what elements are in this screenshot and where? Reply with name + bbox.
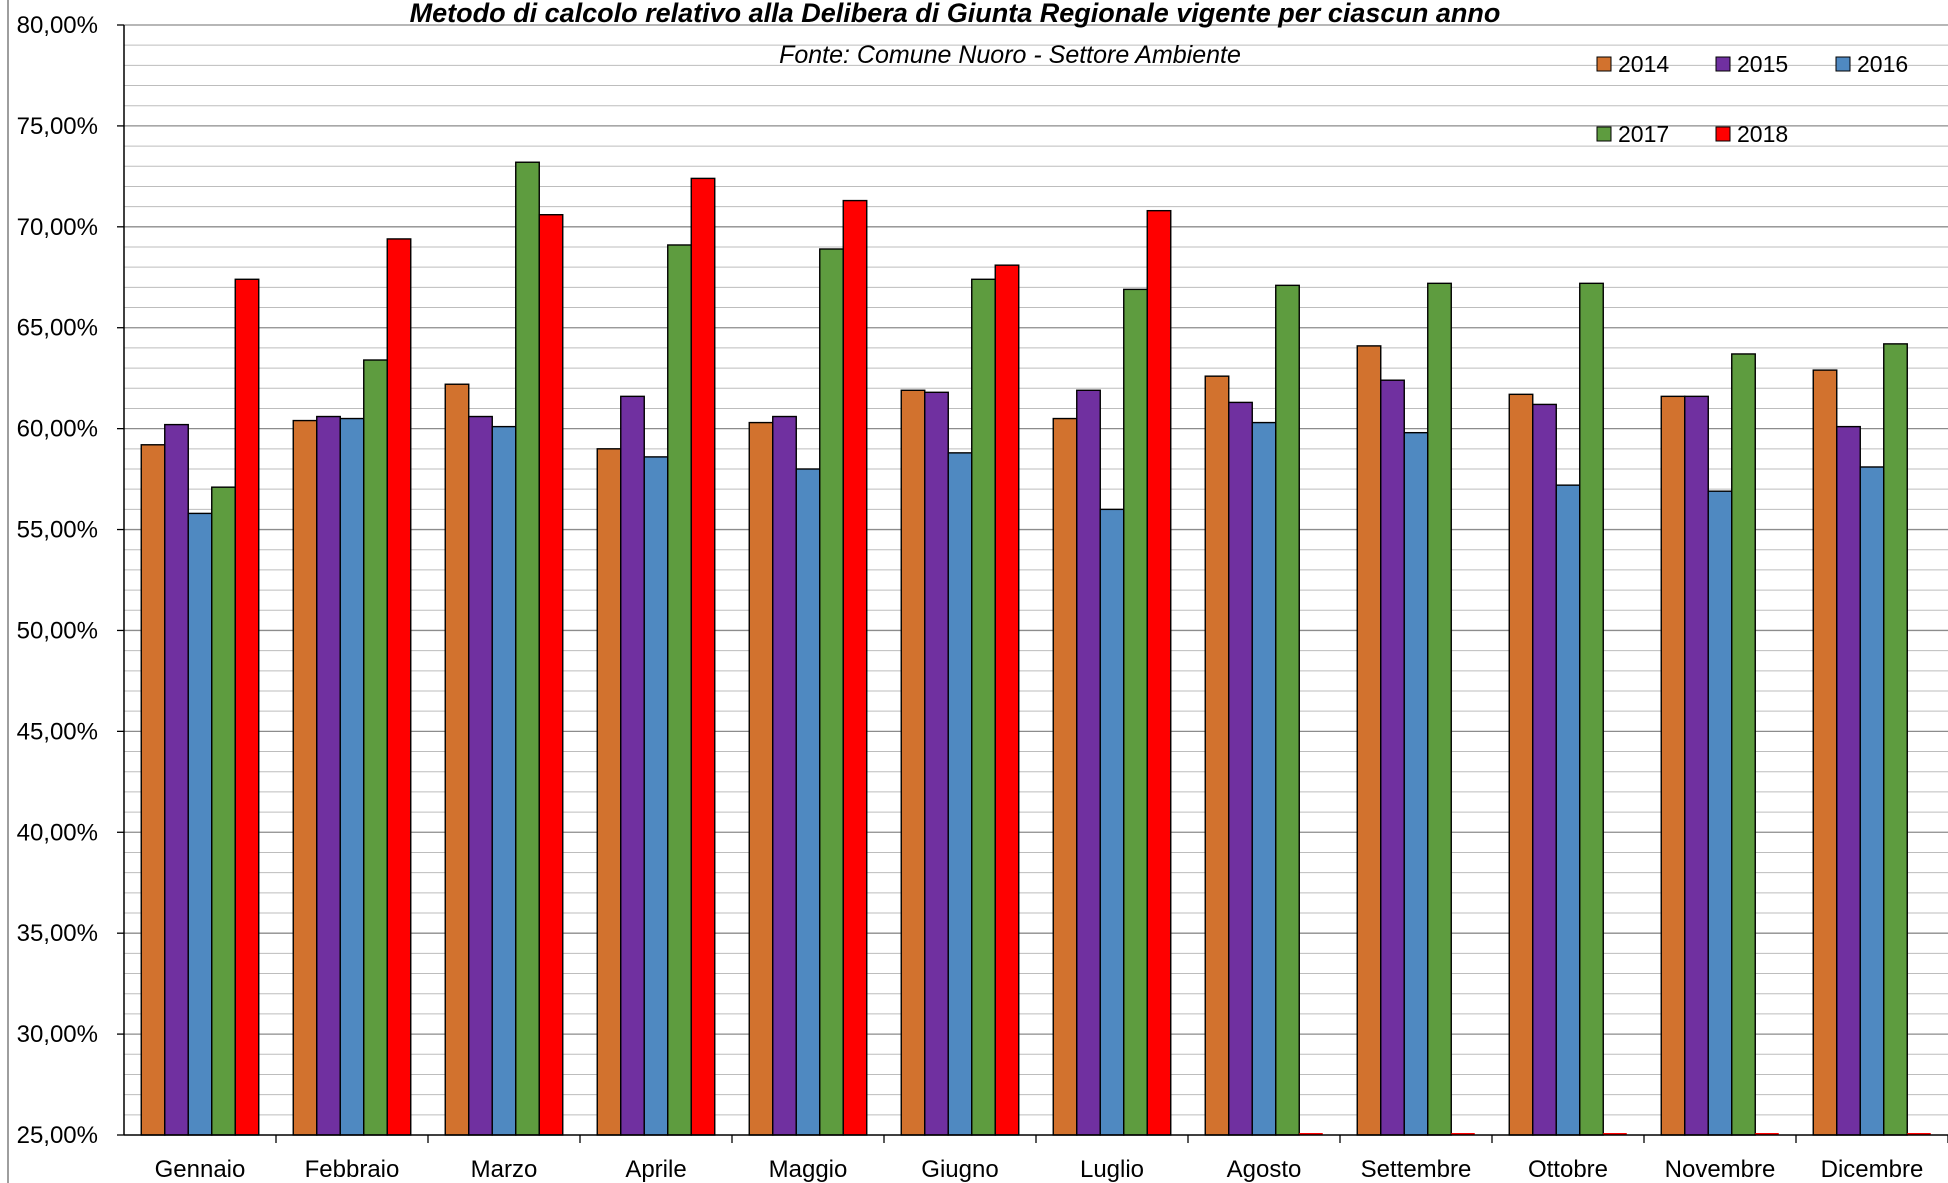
- bar-2015-settembre: [1380, 379, 1405, 1136]
- x-tick-label: Marzo: [471, 1156, 538, 1183]
- legend-label-2018: 2018: [1737, 121, 1788, 147]
- bar-2015-marzo: [468, 415, 493, 1136]
- legend-label-2017: 2017: [1618, 121, 1669, 147]
- bar-2017-luglio: [1123, 288, 1148, 1136]
- bar-2015-giugno: [924, 391, 949, 1136]
- bar-2018-luglio: [1146, 209, 1172, 1136]
- bar-2016-giugno: [947, 452, 973, 1136]
- axes: [7, 0, 1948, 1183]
- bar-2017-novembre: [1731, 353, 1756, 1136]
- y-tick-label: 50,00%: [17, 617, 98, 644]
- bar-2014-luglio: [1052, 417, 1078, 1136]
- legend-label-2016: 2016: [1857, 51, 1908, 77]
- x-tick-label: Agosto: [1227, 1156, 1302, 1183]
- bar-2014-agosto: [1204, 375, 1230, 1136]
- legend-swatch-2018: [1715, 126, 1731, 142]
- x-tick-label: Luglio: [1080, 1156, 1144, 1183]
- bar-2014-marzo: [444, 383, 470, 1136]
- bar-2014-aprile: [596, 448, 622, 1136]
- legend-swatch-2014: [1596, 56, 1612, 72]
- bar-2015-novembre: [1684, 395, 1709, 1136]
- bar-2017-dicembre: [1883, 343, 1908, 1136]
- bar-2016-ottobre: [1555, 484, 1581, 1136]
- bar-2017-aprile: [667, 244, 692, 1136]
- bar-2015-febbraio: [316, 415, 341, 1136]
- bar-2016-gennaio: [187, 512, 213, 1136]
- x-tick-label: Aprile: [625, 1156, 686, 1183]
- legend-label-2015: 2015: [1737, 51, 1788, 77]
- bar-2016-luglio: [1099, 508, 1125, 1136]
- tick-labels: 25,00% 30,00% 35,00% 40,00% 45,00% 50,00% 55,0…: [17, 12, 1924, 1183]
- legend-label-2014: 2014: [1618, 51, 1669, 77]
- bar-2014-gennaio: [140, 444, 166, 1136]
- bar-2016-dicembre: [1859, 466, 1885, 1136]
- x-tick-label: Novembre: [1665, 1156, 1776, 1183]
- y-tick-label: 75,00%: [17, 113, 98, 140]
- bar-2014-giugno: [900, 389, 926, 1136]
- y-tick-label: 30,00%: [17, 1021, 98, 1048]
- bar-2016-marzo: [491, 425, 517, 1136]
- bar-2014-febbraio: [292, 419, 318, 1136]
- x-tick-label: Giugno: [921, 1156, 998, 1183]
- bar-2015-aprile: [620, 395, 645, 1136]
- bar-2015-ottobre: [1532, 403, 1557, 1136]
- bar-2018-aprile: [690, 177, 716, 1136]
- y-tick-label: 40,00%: [17, 819, 98, 846]
- bar-2016-febbraio: [339, 417, 365, 1136]
- bar-2014-ottobre: [1508, 393, 1534, 1136]
- bar-2015-maggio: [772, 415, 797, 1136]
- bar-2014-dicembre: [1812, 369, 1838, 1136]
- bar-2015-dicembre: [1836, 425, 1861, 1136]
- y-tick-label: 25,00%: [17, 1122, 98, 1149]
- bar-2014-maggio: [748, 421, 774, 1136]
- y-tick-label: 70,00%: [17, 214, 98, 241]
- chart-subtitle: Fonte: Comune Nuoro - Settore Ambiente: [779, 41, 1241, 69]
- bar-2018-giugno: [994, 264, 1020, 1136]
- bar-2017-febbraio: [363, 359, 388, 1136]
- y-tick-label: 45,00%: [17, 718, 98, 745]
- chart-title: Metodo di calcolo relativo alla Delibera…: [410, 0, 1501, 28]
- y-tick-label: 60,00%: [17, 416, 98, 443]
- x-tick-label: Maggio: [769, 1156, 848, 1183]
- bar-2016-maggio: [795, 468, 821, 1136]
- bar-2018-gennaio: [234, 278, 260, 1136]
- bar-2015-luglio: [1076, 389, 1101, 1136]
- bar-2016-agosto: [1251, 421, 1277, 1136]
- x-tick-label: Febbraio: [305, 1156, 400, 1183]
- bar-2017-settembre: [1427, 282, 1452, 1136]
- bar-2017-giugno: [971, 278, 996, 1136]
- bar-2017-maggio: [819, 248, 844, 1136]
- bar-2016-settembre: [1403, 431, 1429, 1136]
- legend: 2014 2015 2016 2017 2018: [1596, 51, 1908, 147]
- bar-2018-maggio: [842, 199, 868, 1136]
- bar-2017-marzo: [515, 161, 540, 1136]
- bar-2016-novembre: [1707, 490, 1733, 1136]
- bar-2017-ottobre: [1579, 282, 1604, 1136]
- x-tick-label: Ottobre: [1528, 1156, 1608, 1183]
- grid-lines: [124, 24, 1948, 1116]
- bar-2015-agosto: [1228, 401, 1253, 1136]
- y-tick-label: 55,00%: [17, 517, 98, 544]
- bar-2015-gennaio: [164, 423, 189, 1136]
- y-tick-label: 35,00%: [17, 920, 98, 947]
- x-tick-label: Dicembre: [1821, 1156, 1924, 1183]
- x-tick-label: Settembre: [1361, 1156, 1472, 1183]
- legend-swatch-2016: [1835, 56, 1851, 72]
- bar-2014-settembre: [1356, 345, 1382, 1136]
- bar-2017-gennaio: [211, 486, 236, 1136]
- bar-2018-febbraio: [386, 238, 412, 1136]
- y-tick-label: 65,00%: [17, 315, 98, 342]
- legend-swatch-2015: [1715, 56, 1731, 72]
- legend-swatch-2017: [1596, 126, 1612, 142]
- bar-2017-agosto: [1275, 284, 1300, 1136]
- bar-2016-aprile: [643, 456, 669, 1136]
- y-tick-label: 80,00%: [17, 12, 98, 39]
- bars: [140, 161, 1931, 1136]
- bar-2018-marzo: [538, 214, 564, 1136]
- bar-2014-novembre: [1660, 395, 1686, 1136]
- x-tick-label: Gennaio: [155, 1156, 246, 1183]
